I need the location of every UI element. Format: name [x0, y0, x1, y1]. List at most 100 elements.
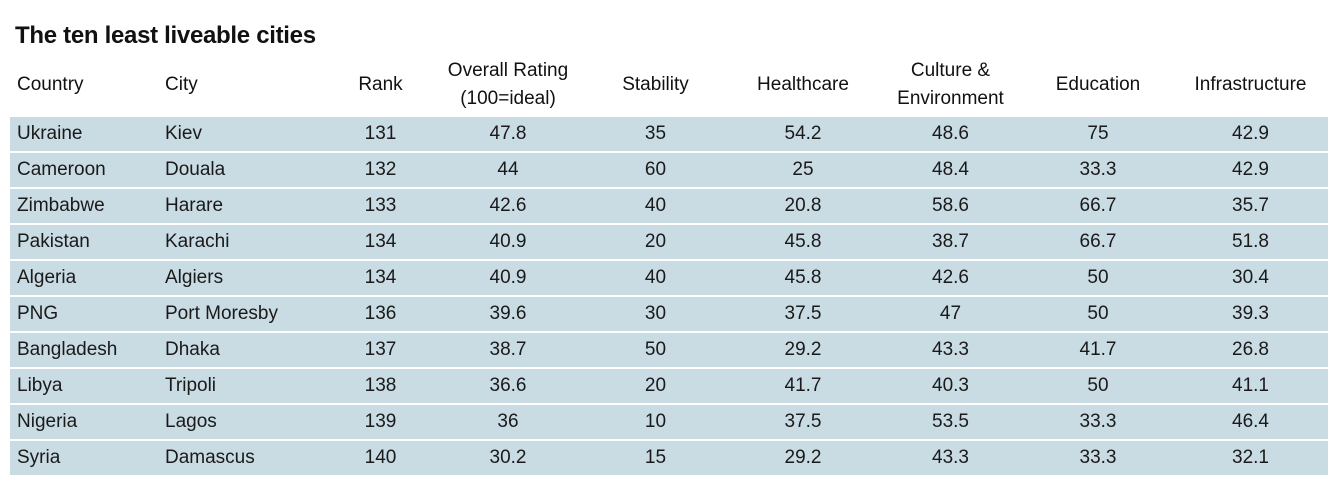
column-header-label: Rank — [358, 74, 403, 95]
cell-culture: 40.3 — [878, 369, 1023, 405]
page-title: The ten least liveable cities — [15, 22, 316, 49]
cell-overall: 42.6 — [433, 189, 583, 225]
cell-overall: 39.6 — [433, 297, 583, 333]
cell-city: Lagos — [158, 405, 328, 441]
cell-infrastructure: 51.8 — [1173, 225, 1328, 261]
cell-education: 50 — [1023, 369, 1173, 405]
cell-country: Ukraine — [10, 115, 158, 153]
column-header-label: Stability — [622, 74, 689, 95]
cell-country: PNG — [10, 297, 158, 333]
column-header-city: City — [158, 55, 328, 115]
cell-stability: 40 — [583, 189, 728, 225]
column-header-overall-rating: Overall Rating (100=ideal) — [433, 55, 583, 115]
data-table: Country City Rank Overall Rating (100=ide… — [10, 55, 1328, 477]
cell-overall: 38.7 — [433, 333, 583, 369]
column-header-label: Culture & — [910, 60, 991, 81]
cell-country: Libya — [10, 369, 158, 405]
column-header-label: Overall Rating — [447, 60, 569, 81]
table-row: Pakistan Karachi 134 40.9 20 45.8 38.7 66.7 51.8 — [10, 225, 1328, 261]
cell-culture: 53.5 — [878, 405, 1023, 441]
cell-overall: 40.9 — [433, 225, 583, 261]
cell-education: 41.7 — [1023, 333, 1173, 369]
header-row: Country City Rank Overall Rating (100=ide… — [10, 55, 1328, 115]
column-header-label: Country — [17, 74, 84, 95]
table-row: Cameroon Douala 132 44 60 25 48.4 33.3 42.9 — [10, 153, 1328, 189]
table-row: Syria Damascus 140 30.2 15 29.2 43.3 33.3 32.1 — [10, 441, 1328, 477]
cell-rank: 138 — [328, 369, 433, 405]
column-header-healthcare: Healthcare — [728, 55, 878, 115]
cell-stability: 20 — [583, 369, 728, 405]
cell-culture: 48.6 — [878, 115, 1023, 153]
cell-infrastructure: 39.3 — [1173, 297, 1328, 333]
table-row: Zimbabwe Harare 133 42.6 40 20.8 58.6 66.7 35.7 — [10, 189, 1328, 225]
column-header-sublabel: Environment — [897, 88, 1004, 109]
cell-city: Dhaka — [158, 333, 328, 369]
cell-stability: 10 — [583, 405, 728, 441]
cell-education: 33.3 — [1023, 153, 1173, 189]
cell-infrastructure: 41.1 — [1173, 369, 1328, 405]
cell-rank: 137 — [328, 333, 433, 369]
cell-overall: 47.8 — [433, 115, 583, 153]
column-header-label: Healthcare — [757, 74, 849, 95]
cell-stability: 50 — [583, 333, 728, 369]
cell-infrastructure: 42.9 — [1173, 153, 1328, 189]
cell-overall: 36 — [433, 405, 583, 441]
cell-education: 33.3 — [1023, 441, 1173, 477]
cell-healthcare: 20.8 — [728, 189, 878, 225]
cell-stability: 20 — [583, 225, 728, 261]
cell-city: Kiev — [158, 115, 328, 153]
cell-education: 66.7 — [1023, 225, 1173, 261]
cell-city: Douala — [158, 153, 328, 189]
column-header-infrastructure: Infrastructure — [1173, 55, 1328, 115]
column-header-rank: Rank — [328, 55, 433, 115]
cell-city: Algiers — [158, 261, 328, 297]
cell-healthcare: 41.7 — [728, 369, 878, 405]
cell-rank: 134 — [328, 261, 433, 297]
cell-rank: 131 — [328, 115, 433, 153]
cell-culture: 42.6 — [878, 261, 1023, 297]
table-row: Algeria Algiers 134 40.9 40 45.8 42.6 50 30.4 — [10, 261, 1328, 297]
cell-culture: 58.6 — [878, 189, 1023, 225]
cell-city: Karachi — [158, 225, 328, 261]
column-header-culture-environment: Culture & Environment — [878, 55, 1023, 115]
column-header-education: Education — [1023, 55, 1173, 115]
cell-rank: 136 — [328, 297, 433, 333]
cell-overall: 40.9 — [433, 261, 583, 297]
cell-infrastructure: 42.9 — [1173, 115, 1328, 153]
cell-rank: 133 — [328, 189, 433, 225]
cell-city: Damascus — [158, 441, 328, 477]
cell-healthcare: 37.5 — [728, 297, 878, 333]
cell-culture: 43.3 — [878, 441, 1023, 477]
cell-healthcare: 25 — [728, 153, 878, 189]
cell-healthcare: 37.5 — [728, 405, 878, 441]
cell-country: Zimbabwe — [10, 189, 158, 225]
table-row: Ukraine Kiev 131 47.8 35 54.2 48.6 75 42.9 — [10, 115, 1328, 153]
cell-infrastructure: 35.7 — [1173, 189, 1328, 225]
cell-city: Port Moresby — [158, 297, 328, 333]
cell-healthcare: 29.2 — [728, 441, 878, 477]
cell-education: 50 — [1023, 297, 1173, 333]
table-row: Nigeria Lagos 139 36 10 37.5 53.5 33.3 46.4 — [10, 405, 1328, 441]
cell-country: Bangladesh — [10, 333, 158, 369]
cell-country: Pakistan — [10, 225, 158, 261]
column-header-label: City — [165, 74, 198, 95]
cell-stability: 15 — [583, 441, 728, 477]
cell-country: Algeria — [10, 261, 158, 297]
table-body: Ukraine Kiev 131 47.8 35 54.2 48.6 75 42.9 Camero… — [10, 115, 1328, 477]
cell-education: 75 — [1023, 115, 1173, 153]
cell-stability: 30 — [583, 297, 728, 333]
cell-stability: 40 — [583, 261, 728, 297]
cell-infrastructure: 30.4 — [1173, 261, 1328, 297]
cell-culture: 48.4 — [878, 153, 1023, 189]
cell-rank: 132 — [328, 153, 433, 189]
cell-city: Harare — [158, 189, 328, 225]
cell-country: Syria — [10, 441, 158, 477]
table-row: Libya Tripoli 138 36.6 20 41.7 40.3 50 41.1 — [10, 369, 1328, 405]
cell-healthcare: 29.2 — [728, 333, 878, 369]
cell-education: 66.7 — [1023, 189, 1173, 225]
cell-stability: 60 — [583, 153, 728, 189]
column-header-label: Infrastructure — [1194, 74, 1307, 95]
cell-culture: 47 — [878, 297, 1023, 333]
cell-stability: 35 — [583, 115, 728, 153]
